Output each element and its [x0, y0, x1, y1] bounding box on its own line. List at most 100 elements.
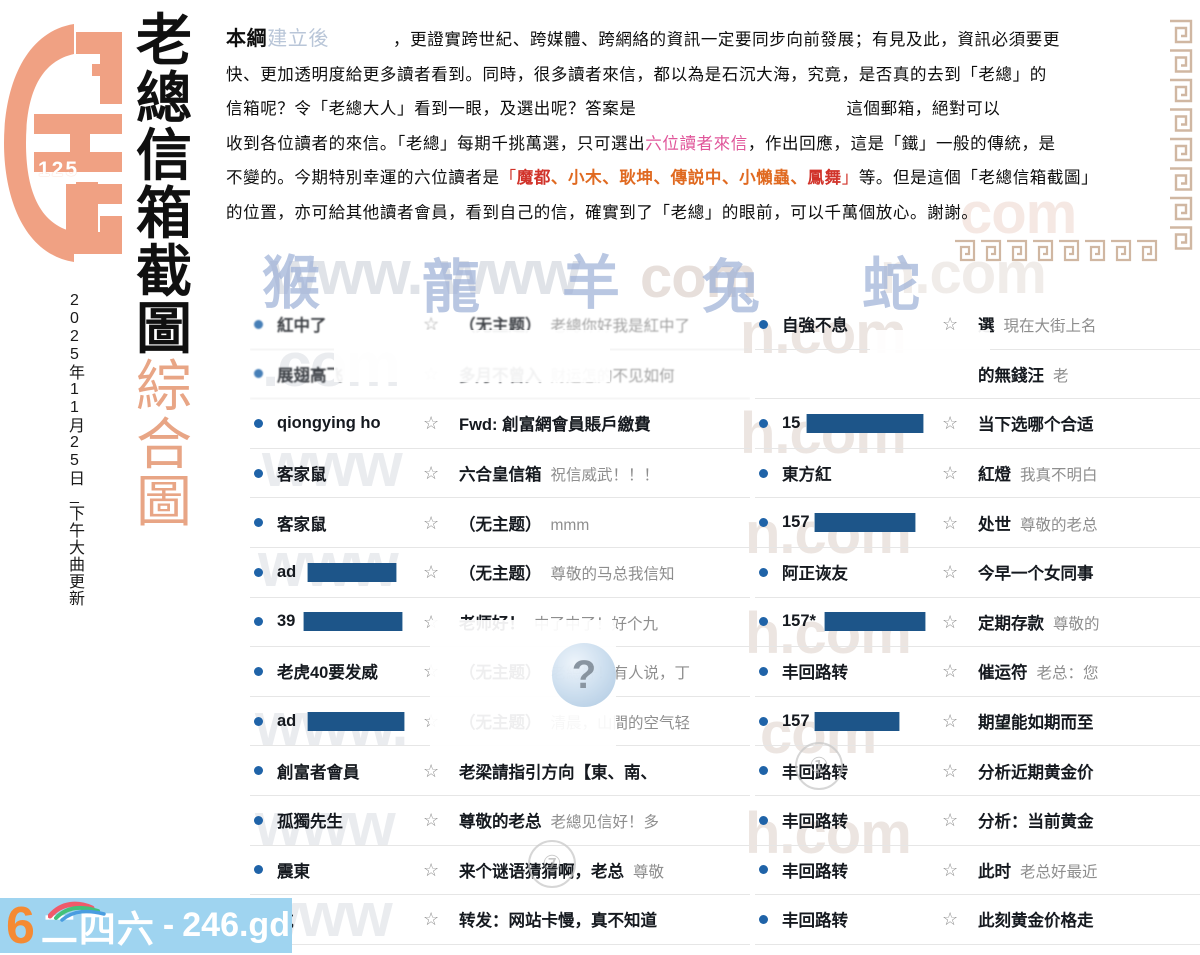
star-icon[interactable]: ☆	[423, 760, 440, 781]
mail-subject: 六合皇信箱	[459, 466, 542, 485]
mail-sender: 157	[782, 711, 942, 731]
mail-sender: qiongying ho	[277, 413, 381, 432]
title-char-0: 老	[136, 11, 192, 73]
mail-subject: （无主题）	[459, 565, 542, 584]
mail-snippet: 尊敬	[633, 863, 665, 881]
article-line-4b: ，作出回應，這是「鐵」一般的傳統，是	[747, 133, 1056, 153]
mail-sender: 丰回路转	[782, 813, 848, 832]
mail-subject-line: 定期存款 尊敬的	[978, 610, 1100, 634]
mail-row[interactable]: 客家鼠 ☆ 六合皇信箱 祝信威武！！！	[250, 449, 750, 499]
mail-list-right[interactable]: 自強不息 ☆ 選現在大街上名 的無錢汪老 15 ☆ 当下选哪个合适 東方紅 ☆ 紅燈 我真不明白 15…	[755, 300, 1200, 953]
mail-row[interactable]: 阿正诙友 ☆ 今早一个女同事	[755, 548, 1200, 598]
mail-row[interactable]: 航☆ 转发：网站卡慢，真不知道	[250, 895, 750, 945]
unread-dot-icon	[254, 617, 263, 627]
mail-row[interactable]: 創富者會員 ☆ 老梁請指引方向【東、南、	[250, 746, 750, 796]
mail-snippet: mmm	[550, 516, 590, 534]
star-icon[interactable]: ☆	[423, 512, 440, 533]
star-icon[interactable]: ☆	[423, 562, 440, 583]
star-icon[interactable]: ☆	[942, 711, 959, 732]
star-icon[interactable]: ☆	[942, 463, 959, 484]
mail-row[interactable]: 157 ☆ 期望能如期而至	[755, 697, 1200, 747]
mail-sender: 39	[277, 612, 423, 632]
mail-subject-line: 老梁請指引方向【東、南、	[459, 759, 657, 783]
mail-subject: 老梁請指引方向【東、南、	[459, 763, 657, 782]
mail-row[interactable]: 丰回路转 ☆ 催运符 老总：您	[755, 647, 1200, 697]
star-icon[interactable]: ☆	[942, 760, 959, 781]
watermark-www-1: www.	[270, 239, 424, 308]
mail-row[interactable]: ad ☆ （无主题） 尊敬的马总我信知	[250, 548, 750, 598]
mail-snippet: 祝信威武！！！	[550, 467, 660, 485]
watermark-www-2: www	[440, 239, 581, 308]
brand-six-logo: 6	[6, 896, 35, 955]
reader-name-2: 耿坤	[619, 168, 654, 187]
unread-dot-icon	[759, 716, 768, 726]
star-icon[interactable]: ☆	[942, 562, 959, 583]
star-icon[interactable]: ☆	[423, 413, 440, 434]
mail-subject: 紅燈	[978, 466, 1011, 485]
star-icon[interactable]: ☆	[942, 314, 959, 335]
mail-row[interactable]: 孤獨先生 ☆ 尊敬的老总 老總见信好！多	[250, 796, 750, 846]
star-icon[interactable]: ☆	[423, 463, 440, 484]
brand-domain: 246.gd	[182, 906, 290, 944]
unread-dot-icon	[254, 468, 263, 478]
star-icon[interactable]: ☆	[423, 859, 440, 880]
site-brand-watermark: 6 二四六 - 246.gd	[0, 898, 292, 953]
article-line-2: 快、更加透明度給更多讀者看到。同時，很多讀者來信，都以為是石沉大海，究竟，是否真…	[226, 64, 1047, 84]
reader-name-0: 魔都	[516, 168, 551, 187]
mail-snippet: 老总好最近	[1020, 863, 1098, 881]
mail-subject-line: 分析：当前黄金	[978, 808, 1094, 832]
mail-row[interactable]: 157 ☆ 处世 尊敬的老总	[755, 498, 1200, 548]
mail-subject-line: 转发：网站卡慢，真不知道	[459, 907, 657, 931]
star-icon[interactable]: ☆	[942, 810, 959, 831]
star-icon[interactable]: ☆	[942, 661, 959, 682]
mail-row[interactable]: 東方紅 ☆ 紅燈 我真不明白	[755, 449, 1200, 499]
mail-snippet: 尊敬的	[1053, 615, 1100, 633]
mail-sender: 自強不息	[782, 317, 848, 336]
mail-subject-line: 分析近期黄金价	[978, 759, 1094, 783]
mail-subject-line: 此时 老总好最近	[978, 858, 1098, 882]
article-six-readers-phrase: 六位讀者來信	[645, 133, 748, 153]
mail-row[interactable]: 157* ☆ 定期存款 尊敬的	[755, 598, 1200, 648]
mail-subject-line: 来个谜语猜猜啊，老总 尊敬	[459, 858, 664, 882]
mail-sender: 丰回路转	[782, 664, 848, 683]
title-char-5: 圖	[136, 299, 192, 362]
mail-row[interactable]: 丰回路转 ☆ 分析：当前黄金	[755, 796, 1200, 846]
mail-row[interactable]: 丰回路转 ☆ 此刻黄金价格走	[755, 895, 1200, 945]
mail-row[interactable]: qiongying ho ☆ Fwd: 創富網會員賬戶繳費	[250, 399, 750, 449]
mail-row[interactable]: 客家鼠 ☆ （无主题） mmm	[250, 498, 750, 548]
star-icon[interactable]: ☆	[942, 611, 959, 632]
star-icon[interactable]: ☆	[942, 413, 959, 434]
star-icon[interactable]: ☆	[423, 909, 440, 930]
mail-subject: 当下选哪个合适	[978, 416, 1094, 435]
article-line-3b: 這個郵箱，絕對可以	[846, 99, 1001, 118]
meander-border-vertical-icon	[1166, 18, 1196, 254]
mail-row[interactable]: 的無錢汪老	[755, 350, 1200, 400]
mail-sender: ad	[277, 562, 423, 582]
star-icon[interactable]: ☆	[942, 859, 959, 880]
mail-row[interactable]: 15 ☆ 当下选哪个合适	[755, 399, 1200, 449]
redaction-block	[307, 711, 405, 731]
mail-subject: Fwd: 創富網會員賬戶繳費	[459, 416, 651, 435]
mail-subject: 期望能如期而至	[978, 714, 1094, 733]
reader-name-5: 鳳舞	[807, 168, 842, 187]
unread-dot-icon	[254, 815, 263, 825]
unread-dot-icon	[254, 766, 263, 776]
unread-dot-icon	[759, 865, 768, 875]
mail-row[interactable]: 震東 ☆ 来个谜语猜猜啊，老总 尊敬	[250, 846, 750, 896]
unread-dot-icon	[759, 617, 768, 627]
mail-row[interactable]: 丰回路转 ☆ 分析近期黄金价	[755, 746, 1200, 796]
mail-subject-line: 催运符 老总：您	[978, 659, 1099, 683]
publication-logo-icon	[4, 18, 134, 268]
title-tail-char-2: 圖	[136, 472, 192, 535]
star-icon[interactable]: ☆	[942, 909, 959, 930]
article-line-1: ，更證實跨世紀、跨媒體、跨網絡的資訊一定要同步向前發展；有見及此，資訊必須要更	[393, 30, 1060, 49]
unread-dot-icon	[759, 766, 768, 776]
star-icon[interactable]: ☆	[942, 512, 959, 533]
mail-row[interactable]: 丰回路转 ☆ 此时 老总好最近	[755, 846, 1200, 896]
star-icon[interactable]: ☆	[423, 810, 440, 831]
redaction-block	[806, 413, 924, 433]
star-icon[interactable]: ☆	[423, 314, 440, 335]
mail-subject: 转发：网站卡慢，真不知道	[459, 912, 657, 931]
mail-sender: 客家鼠	[277, 466, 327, 485]
unread-dot-icon	[254, 418, 263, 428]
